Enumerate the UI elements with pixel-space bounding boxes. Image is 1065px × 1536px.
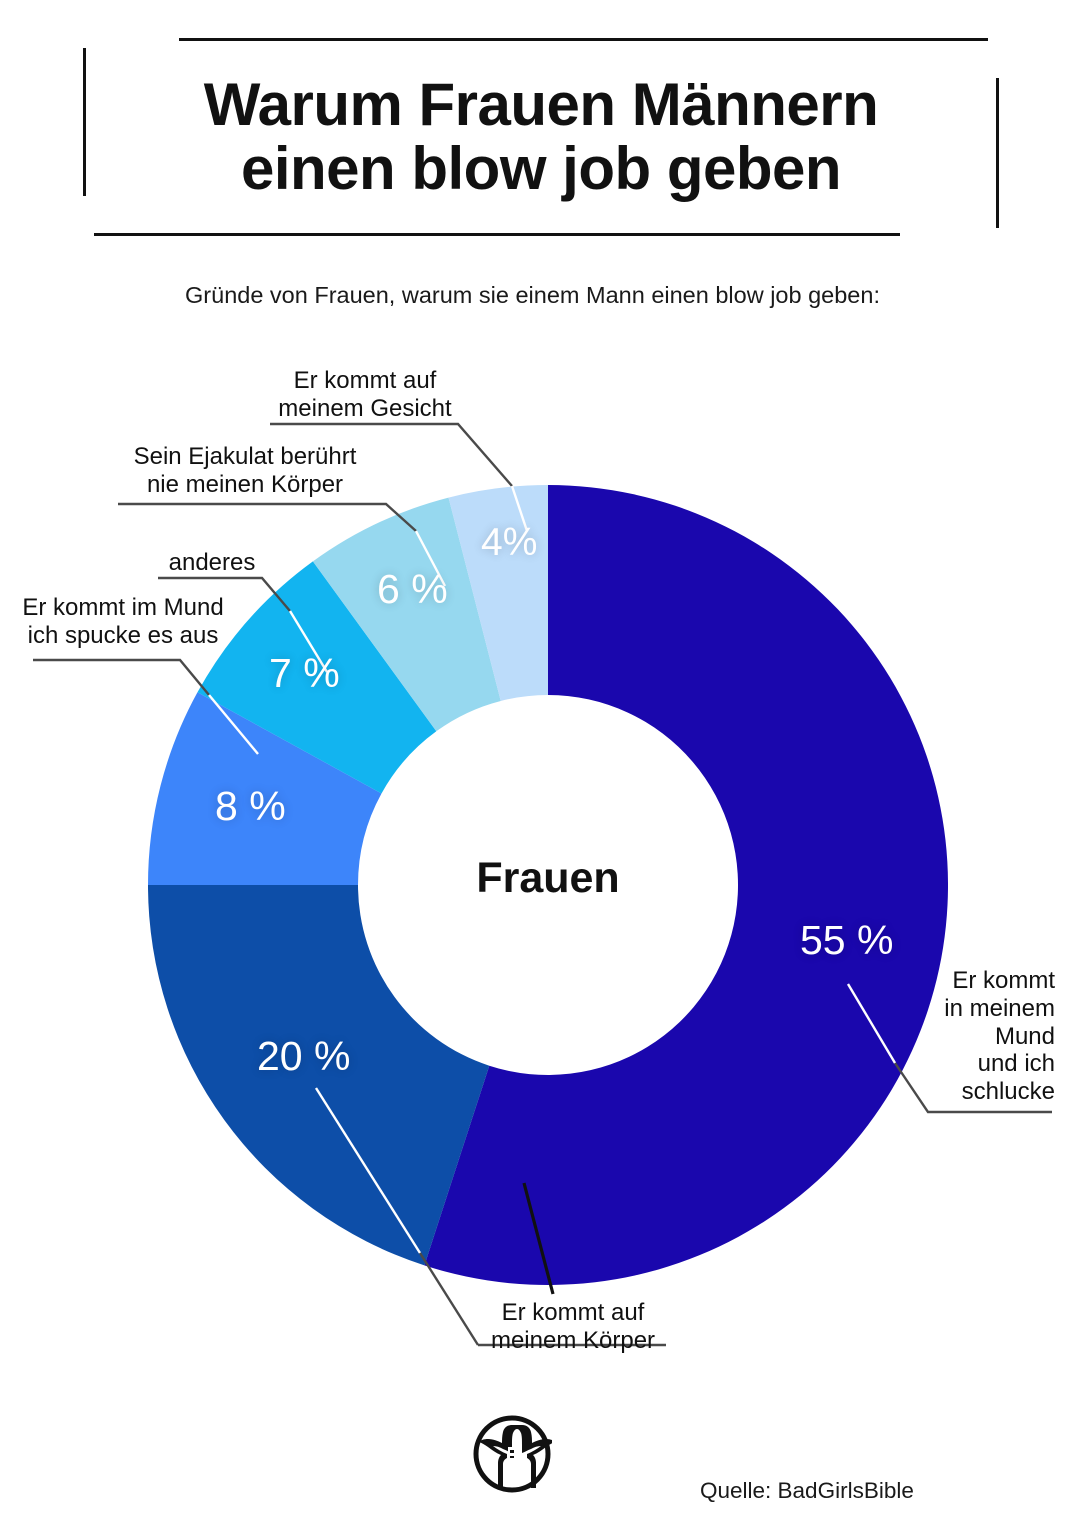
callout-label-gesicht: Er kommt auf meinem Gesicht bbox=[278, 367, 452, 422]
slice-sein-ejakulat-ber-hrt-nie-me[interactable] bbox=[312, 497, 501, 732]
callout-label-koerper: Er kommt auf meinem Körper bbox=[490, 1299, 656, 1354]
callout-label-ejakulat: Sein Ejakulat berührt nie meinen Körper bbox=[133, 443, 357, 498]
leader-spucke-rule bbox=[33, 658, 210, 696]
callout-label-anderes: anderes bbox=[168, 549, 256, 576]
donut-center-label: Frauen bbox=[476, 854, 620, 902]
chart-subtitle: Gründe von Frauen, warum sie einem Mann … bbox=[185, 282, 880, 308]
slice-value-ejakulat: 6 % bbox=[377, 566, 448, 612]
leader-koerper-white bbox=[314, 1087, 422, 1254]
slice-value-gesicht: 4% bbox=[481, 521, 538, 564]
frame-notch-left-bottom bbox=[76, 196, 94, 248]
callout-label-schlucke: Er kommt in meinem Mund und ich schlucke bbox=[944, 967, 1055, 1106]
source-text: Quelle: BadGirlsBible bbox=[700, 1478, 914, 1503]
leader-schlucke-white bbox=[846, 983, 897, 1064]
badgirlsbible-logo bbox=[472, 1414, 555, 1494]
frame-notch-bottom-right bbox=[900, 228, 1010, 246]
frame-notch-right-top bbox=[988, 28, 1006, 78]
leader-spucke-white bbox=[208, 694, 259, 755]
slice-er-kommt-auf-meinem-gesicht[interactable] bbox=[448, 485, 548, 701]
page-title: Warum Frauen Männern einen blow job gebe… bbox=[203, 71, 879, 202]
slice-value-koerper: 20 % bbox=[257, 1033, 351, 1079]
leader-koerper-dark bbox=[522, 1182, 555, 1295]
leader-koerper-grey bbox=[418, 1252, 480, 1346]
slice-value-spucke: 8 % bbox=[215, 783, 286, 829]
slice-value-anderes: 7 % bbox=[269, 650, 340, 696]
callout-label-spucke: Er kommt im Mund ich spucke es aus bbox=[22, 594, 224, 649]
leader-ejakulat-rule bbox=[118, 502, 417, 532]
frame-notch-top-left bbox=[83, 30, 179, 48]
title-frame: Warum Frauen Männern einen blow job gebe… bbox=[83, 38, 999, 236]
slice-value-schlucke: 55 % bbox=[800, 917, 894, 963]
